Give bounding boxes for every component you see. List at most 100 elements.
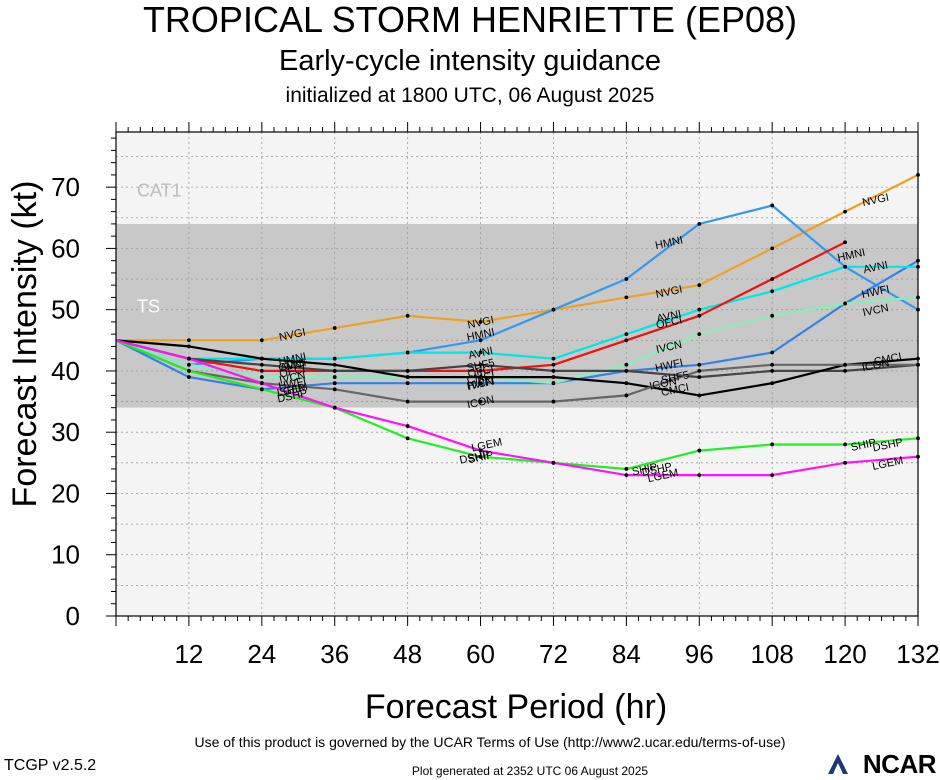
point-label-nvgi: NVGI	[466, 314, 495, 331]
point-label-nvgi: NVGI	[655, 284, 684, 301]
generated-timestamp: Plot generated at 2352 UTC 06 August 202…	[411, 764, 649, 778]
series-point-hmni	[478, 338, 483, 343]
point-label-ship: SHIP	[631, 461, 659, 478]
series-point-lgem	[624, 473, 629, 477]
point-label-ship: SHIP	[850, 437, 878, 454]
series-point-ofci	[843, 240, 847, 245]
series-point-dshp	[478, 454, 483, 459]
point-label-ivcn: IVCN	[278, 369, 306, 386]
point-label-hmni: HMNI	[836, 247, 866, 265]
x-tick-label: 120	[823, 639, 866, 669]
point-label-ivcn: IVCN	[467, 376, 495, 393]
series-point-dshp	[770, 442, 775, 447]
series-point-hmni	[697, 221, 702, 226]
y-tick-label: 0	[66, 601, 80, 631]
point-label-ship: SHIP	[467, 449, 495, 466]
series-point-shf5	[405, 369, 410, 373]
point-label-cmci: CMCI	[660, 382, 690, 400]
series-point-shf5	[624, 369, 629, 373]
point-label-ship: SHIP	[279, 382, 307, 399]
point-label-ofci: OFCI	[278, 363, 306, 380]
series-point-ofci	[478, 369, 483, 373]
series-point-hwfi	[770, 350, 775, 355]
x-tick-label: 24	[247, 639, 276, 669]
point-label-hmni: HMNI	[466, 326, 496, 344]
series-point-dshp	[187, 369, 191, 373]
series-point-cmci	[332, 362, 337, 367]
series-point-ivcn	[624, 362, 629, 367]
point-label-cmci: CMCI	[277, 357, 307, 375]
chart-title: TROPICAL STORM HENRIETTE (EP08)	[142, 0, 798, 40]
series-point-hmni	[551, 307, 556, 312]
x-tick-label: 12	[174, 639, 203, 669]
series-line-dshp	[115, 339, 919, 471]
series-point-nvgi	[624, 295, 629, 300]
series-point-lgem	[187, 356, 191, 361]
point-label-avni: AVNI	[656, 308, 683, 325]
intensity-band-0	[116, 132, 918, 224]
point-label-hwfi: HWFI	[277, 375, 307, 393]
ncar-logo-text: NCAR	[862, 749, 937, 779]
band-label-cat1: CAT1	[137, 180, 182, 200]
series-point-ivcn	[187, 362, 191, 367]
point-label-nvgi: NVGI	[861, 192, 890, 209]
series-point-cmci	[187, 344, 191, 349]
series-point-hwfi	[187, 375, 191, 379]
series-point-nvgi	[259, 338, 264, 343]
series-point-avni	[405, 350, 410, 355]
series-line-icon	[115, 339, 918, 403]
series-point-ivcn	[697, 332, 702, 337]
series-point-ivcn	[843, 301, 847, 306]
series-point-ofci	[624, 338, 629, 343]
x-axis-label: Forecast Period (hr)	[365, 688, 667, 726]
series-point-lgem	[259, 381, 264, 386]
initialization-time: initialized at 1800 UTC, 06 August 2025	[285, 84, 655, 107]
series-point-cmci	[551, 375, 556, 379]
series-point-nvgi	[405, 313, 410, 318]
band-label-ts: TS	[137, 297, 160, 317]
series-point-lgem	[697, 473, 702, 477]
ncar-logo: NCAR	[826, 749, 937, 779]
series-point-ofci	[551, 362, 556, 367]
series-line-nvgi	[116, 173, 919, 342]
series-point-ofci	[259, 369, 264, 373]
series-point-shf5	[843, 369, 847, 373]
series-point-icon	[405, 399, 410, 404]
series-point-icon	[843, 362, 847, 367]
series-point-shf5	[259, 362, 264, 367]
series-point-shf5	[697, 375, 702, 379]
series-point-hwfi	[697, 362, 702, 367]
series-point-cmci	[624, 381, 629, 386]
series-point-icon	[478, 399, 483, 404]
series-point-dshp	[697, 448, 702, 453]
y-tick-label: 50	[51, 295, 80, 325]
series-point-shf5	[332, 369, 337, 373]
series-point-shf5	[478, 362, 483, 367]
x-tick-label: 72	[539, 639, 568, 669]
series-point-cmci	[405, 375, 410, 379]
series-point-shf5	[551, 369, 556, 373]
point-label-cmci: CMCI	[466, 369, 496, 387]
x-tick-label: 36	[320, 639, 349, 669]
series-point-ivcn	[770, 313, 775, 318]
series-point-cmci	[478, 375, 483, 379]
point-label-nvgi: NVGI	[278, 326, 307, 343]
series-point-cmci	[770, 381, 775, 386]
point-label-hwfi: HWFI	[654, 357, 684, 375]
point-label-cmci: CMCI	[873, 351, 903, 369]
x-tick-label: 84	[612, 639, 641, 669]
point-label-avni: AVNI	[279, 357, 306, 374]
series-point-hwfi	[478, 381, 483, 386]
terms-of-use-note: Use of this product is governed by the U…	[194, 734, 786, 750]
series-point-hmni	[770, 203, 775, 208]
series-point-nvgi	[187, 338, 191, 343]
point-label-avni: AVNI	[467, 345, 494, 362]
y-tick-label: 30	[51, 417, 80, 447]
series-line-shf5	[115, 339, 919, 379]
series-ivcn	[115, 295, 920, 386]
point-label-icon: ICON	[466, 394, 495, 411]
series-point-lgem	[405, 424, 410, 428]
series-point-nvgi	[843, 209, 847, 214]
series-point-nvgi	[332, 326, 337, 330]
series-point-icon	[332, 387, 337, 392]
